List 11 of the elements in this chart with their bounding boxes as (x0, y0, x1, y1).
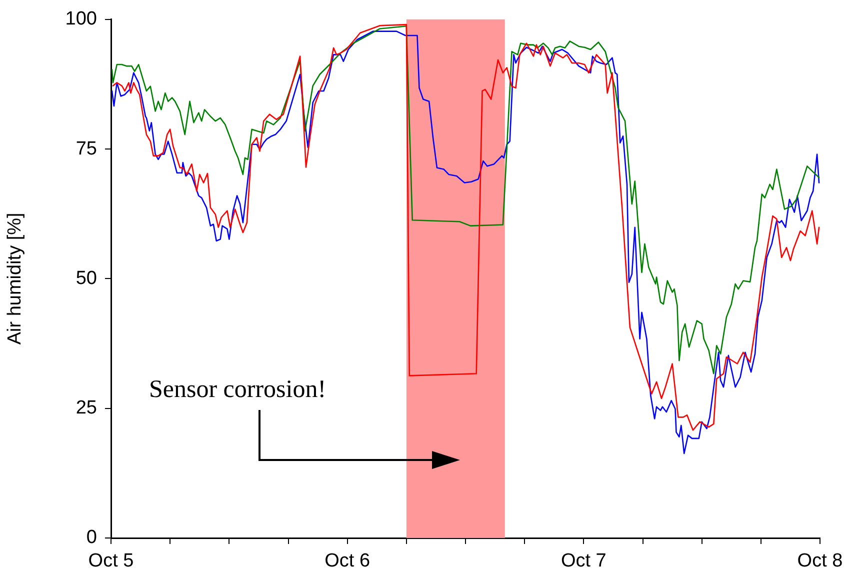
y-tick-label: 50 (76, 268, 97, 289)
annotation: Sensor corrosion! (149, 376, 326, 404)
x-tick-label: Oct 8 (797, 550, 843, 572)
y-tick-label: 75 (76, 138, 97, 160)
x-tick-label: Oct 5 (88, 550, 134, 572)
y-tick-label: 25 (76, 398, 97, 419)
y-axis-title: Air humidity [%] (4, 212, 26, 345)
y-tick-label: 100 (65, 8, 97, 30)
y-tick-label: 0 (86, 527, 97, 548)
x-tick-label: Oct 6 (324, 550, 370, 572)
x-tick-label: Oct 7 (560, 550, 606, 572)
